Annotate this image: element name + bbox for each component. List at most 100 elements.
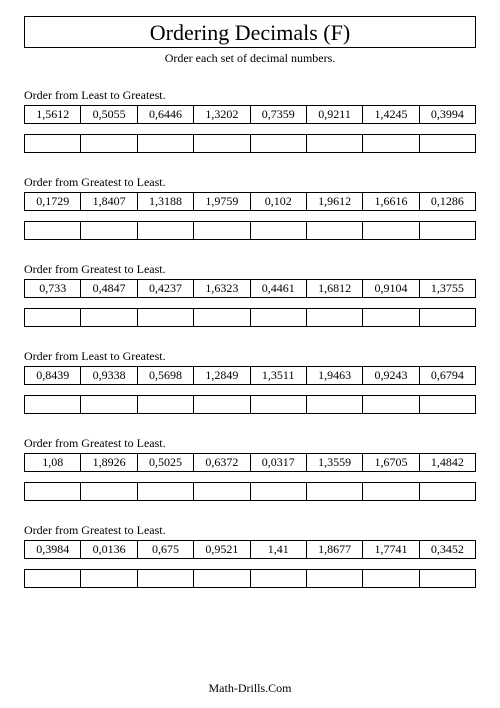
answer-cell[interactable] (419, 570, 475, 588)
problem: Order from Greatest to Least.0,17291,840… (24, 175, 476, 240)
answer-cell[interactable] (137, 135, 193, 153)
answer-cell[interactable] (306, 570, 362, 588)
answer-cell[interactable] (194, 483, 250, 501)
value-cell: 0,6446 (137, 106, 193, 124)
answer-cell[interactable] (81, 222, 137, 240)
value-cell: 0,6794 (419, 367, 475, 385)
answer-cell[interactable] (25, 396, 81, 414)
page-title: Ordering Decimals (F) (150, 20, 350, 45)
problem-instruction: Order from Greatest to Least. (24, 175, 476, 190)
value-cell: 1,6812 (306, 280, 362, 298)
answer-cell[interactable] (137, 483, 193, 501)
value-cell: 1,9463 (306, 367, 362, 385)
answer-cell[interactable] (25, 222, 81, 240)
answer-cell[interactable] (250, 222, 306, 240)
answer-cell[interactable] (25, 135, 81, 153)
value-cell: 0,9338 (81, 367, 137, 385)
answer-cell[interactable] (25, 309, 81, 327)
value-cell: 0,9104 (363, 280, 419, 298)
problem: Order from Greatest to Least. 1,081,8926 0… (24, 436, 476, 501)
page-title-box: Ordering Decimals (F) (24, 16, 476, 48)
value-cell: 0,3452 (419, 541, 475, 559)
value-cell: 0,102 (250, 193, 306, 211)
answer-cell[interactable] (137, 222, 193, 240)
value-cell: 1,3755 (419, 280, 475, 298)
value-cell: 1,6323 (194, 280, 250, 298)
value-cell: 1,7741 (363, 541, 419, 559)
values-row: 1,56120,50550,64461,32020,73590,92111,42… (24, 105, 476, 124)
value-cell: 1,4245 (363, 106, 419, 124)
answer-cell[interactable] (250, 396, 306, 414)
answer-cell[interactable] (419, 222, 475, 240)
answer-cell[interactable] (419, 135, 475, 153)
values-row: 0,39840,01360,6750,95211,411,86771,77410… (24, 540, 476, 559)
value-cell: 1,3202 (194, 106, 250, 124)
problem-instruction: Order from Least to Greatest. (24, 349, 476, 364)
value-cell: 0,675 (137, 541, 193, 559)
answer-row (24, 134, 476, 153)
values-row: 0,84390,93380,56981,28491,35111,94630,92… (24, 366, 476, 385)
value-cell: 0,9521 (194, 541, 250, 559)
answer-cell[interactable] (194, 135, 250, 153)
value-cell: 0,9243 (363, 367, 419, 385)
problem-instruction: Order from Greatest to Least. (24, 523, 476, 538)
worksheet-page: Ordering Decimals (F) Order each set of … (0, 0, 500, 708)
answer-cell[interactable] (250, 309, 306, 327)
value-cell: 1,8407 (81, 193, 137, 211)
value-cell: 0,3994 (419, 106, 475, 124)
answer-cell[interactable] (419, 396, 475, 414)
answer-cell[interactable] (419, 483, 475, 501)
answer-cell[interactable] (137, 396, 193, 414)
value-cell: 1,9759 (194, 193, 250, 211)
value-cell: 1,2849 (194, 367, 250, 385)
answer-row (24, 569, 476, 588)
answer-cell[interactable] (25, 483, 81, 501)
answer-cells (24, 221, 476, 240)
value-cell: 0,5698 (137, 367, 193, 385)
answer-cell[interactable] (250, 135, 306, 153)
answer-cells (24, 134, 476, 153)
answer-cell[interactable] (250, 483, 306, 501)
value-cell: 0,0317 (250, 454, 306, 472)
answer-cell[interactable] (363, 570, 419, 588)
answer-row (24, 395, 476, 414)
answer-cell[interactable] (81, 396, 137, 414)
value-cell: 1,3559 (306, 454, 362, 472)
answer-cell[interactable] (137, 309, 193, 327)
value-cell: 1,6616 (363, 193, 419, 211)
answer-cell[interactable] (306, 396, 362, 414)
answer-cell[interactable] (306, 309, 362, 327)
answer-cell[interactable] (306, 135, 362, 153)
problem: Order from Least to Greatest.1,56120,505… (24, 88, 476, 153)
value-cell: 0,6372 (194, 454, 250, 472)
value-cell: 1,6705 (363, 454, 419, 472)
answer-cell[interactable] (194, 570, 250, 588)
answer-cell[interactable] (419, 309, 475, 327)
answer-cell[interactable] (363, 309, 419, 327)
answer-cell[interactable] (363, 396, 419, 414)
problem-instruction: Order from Greatest to Least. (24, 436, 476, 451)
answer-cell[interactable] (194, 222, 250, 240)
value-cell: 1,08 (25, 454, 81, 472)
value-cell: 0,7359 (250, 106, 306, 124)
value-cell: 1,8926 (81, 454, 137, 472)
answer-cell[interactable] (363, 222, 419, 240)
answer-cells (24, 482, 476, 501)
value-cell: 0,4461 (250, 280, 306, 298)
answer-cell[interactable] (137, 570, 193, 588)
answer-cell[interactable] (25, 570, 81, 588)
answer-cell[interactable] (81, 570, 137, 588)
answer-cell[interactable] (306, 222, 362, 240)
answer-cell[interactable] (306, 483, 362, 501)
answer-cell[interactable] (194, 309, 250, 327)
value-cell: 1,3511 (250, 367, 306, 385)
answer-cell[interactable] (81, 483, 137, 501)
answer-cell[interactable] (363, 483, 419, 501)
answer-cell[interactable] (363, 135, 419, 153)
value-cell: 1,5612 (25, 106, 81, 124)
answer-cell[interactable] (194, 396, 250, 414)
answer-cell[interactable] (250, 570, 306, 588)
answer-cell[interactable] (81, 309, 137, 327)
value-cell: 1,8677 (306, 541, 362, 559)
answer-cell[interactable] (81, 135, 137, 153)
